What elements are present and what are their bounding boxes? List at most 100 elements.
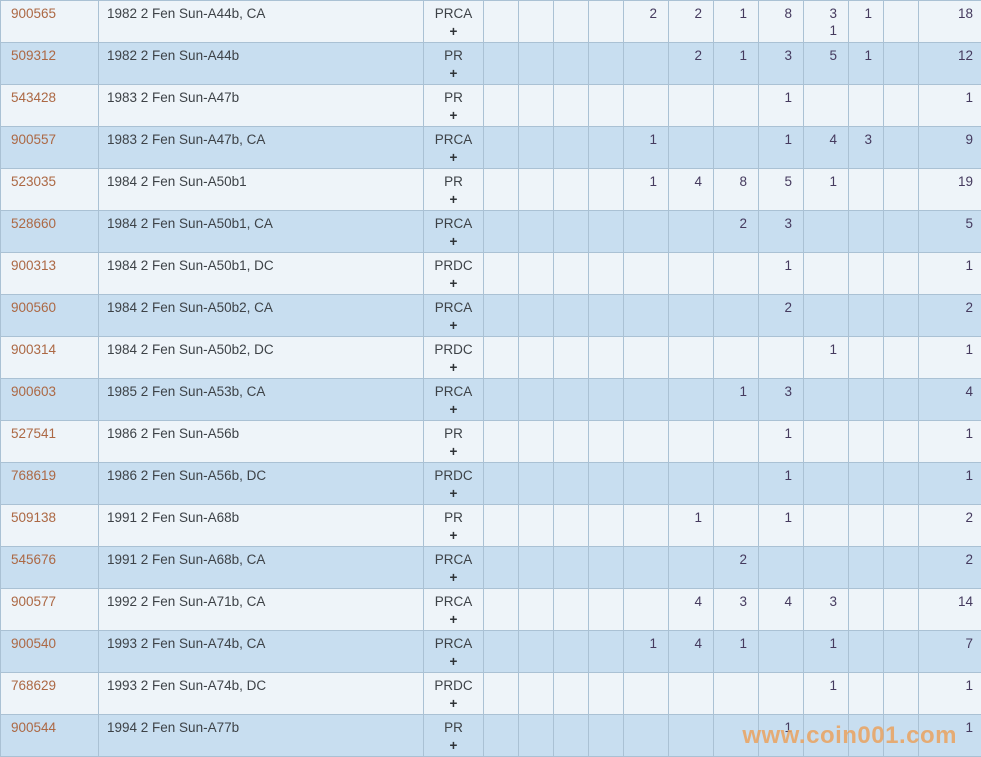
grade-count-cell[interactable]: 3	[803, 588, 849, 631]
grade-count-cell[interactable]: 2	[713, 210, 759, 253]
grade-count-cell[interactable]: 4	[803, 126, 849, 169]
designation-label: PRCA	[434, 132, 473, 147]
total-count-cell[interactable]: 1	[918, 672, 981, 715]
grade-count-cell[interactable]: 1	[803, 672, 849, 715]
grade-count-cell[interactable]: 4	[668, 588, 714, 631]
total-count-cell[interactable]: 1	[918, 252, 981, 295]
grade-count-cell[interactable]: 1	[758, 420, 804, 463]
grade-count-cell[interactable]: 1	[623, 630, 669, 673]
grade-count-cell	[553, 168, 589, 211]
cert-id-link[interactable]: 900577	[0, 588, 99, 631]
grade-count-cell	[518, 252, 554, 295]
designation-cell: PR +	[423, 420, 484, 463]
designation-cell: PR +	[423, 168, 484, 211]
grade-count-cell	[668, 420, 714, 463]
table-row: 900540 1993 2 Fen Sun-A74b, CA PRCA +1 4 1 1 7	[0, 630, 981, 673]
grade-count-cell[interactable]: 2	[713, 546, 759, 589]
grade-count-cell[interactable]: 5	[758, 168, 804, 211]
cert-id-link[interactable]: 527541	[0, 420, 99, 463]
grade-count-cell[interactable]: 1	[848, 0, 884, 43]
grade-count-cell[interactable]: 4	[668, 630, 714, 673]
grade-count-cell[interactable]: 4	[668, 168, 714, 211]
grade-count-cell	[803, 84, 849, 127]
grade-count-cell[interactable]: 8	[758, 0, 804, 43]
grade-count-cell[interactable]: 1	[803, 630, 849, 673]
grade-count-cell[interactable]: 1	[713, 0, 759, 43]
grade-count-cell[interactable]: 2	[668, 0, 714, 43]
grade-count-cell[interactable]: 1	[758, 252, 804, 295]
total-count-cell[interactable]: 18	[918, 0, 981, 43]
total-count-cell[interactable]: 9	[918, 126, 981, 169]
grade-count-cell[interactable]: 3	[758, 210, 804, 253]
cert-id-link[interactable]: 900560	[0, 294, 99, 337]
grade-count-cell[interactable]: 3	[758, 42, 804, 85]
total-count-cell[interactable]: 1	[918, 420, 981, 463]
total-count-cell[interactable]: 14	[918, 588, 981, 631]
grade-count-cell[interactable]: 1	[803, 336, 849, 379]
grade-count-cell	[483, 84, 519, 127]
grade-count-cell	[803, 252, 849, 295]
grade-count-cell[interactable]: 1	[758, 126, 804, 169]
cert-id-link[interactable]: 523035	[0, 168, 99, 211]
grade-count-cell[interactable]: 1	[668, 504, 714, 547]
cert-id-link[interactable]: 900544	[0, 714, 99, 757]
grade-count-cell[interactable]: 2	[758, 294, 804, 337]
grade-count-cell	[668, 126, 714, 169]
cert-id-link[interactable]: 528660	[0, 210, 99, 253]
total-count-cell[interactable]: 1	[918, 84, 981, 127]
cert-id-link[interactable]: 900314	[0, 336, 99, 379]
cert-id-link[interactable]: 900557	[0, 126, 99, 169]
total-count-cell[interactable]: 12	[918, 42, 981, 85]
total-count-cell[interactable]: 5	[918, 210, 981, 253]
total-count-cell[interactable]: 19	[918, 168, 981, 211]
plus-designation-label: +	[449, 612, 458, 627]
total-count-cell[interactable]: 2	[918, 294, 981, 337]
grade-count-cell[interactable]: 5	[803, 42, 849, 85]
grade-count-cell[interactable]: 1	[848, 42, 884, 85]
cert-id-link[interactable]: 900565	[0, 0, 99, 43]
grade-count-cell	[588, 210, 624, 253]
grade-count-cell[interactable]: 1	[623, 126, 669, 169]
grade-count-cell[interactable]: 1	[758, 714, 804, 757]
cert-id-link[interactable]: 545676	[0, 546, 99, 589]
grade-count-cell	[483, 126, 519, 169]
cert-id-link[interactable]: 900540	[0, 630, 99, 673]
cert-id-link[interactable]: 509138	[0, 504, 99, 547]
grade-count-cell	[848, 294, 884, 337]
grade-count-cell[interactable]: 1	[713, 42, 759, 85]
grade-count-cell[interactable]: 3	[713, 588, 759, 631]
grade-count-cell[interactable]: 2	[623, 0, 669, 43]
total-count-cell[interactable]: 1	[918, 336, 981, 379]
total-count-cell[interactable]: 2	[918, 546, 981, 589]
grade-count-cell[interactable]: 1	[713, 630, 759, 673]
table-row: 768619 1986 2 Fen Sun-A56b, DC PRDC +1 1	[0, 462, 981, 505]
cert-id-link[interactable]: 768619	[0, 462, 99, 505]
grade-count-cell[interactable]: 1	[713, 378, 759, 421]
grade-count-cell[interactable]: 8	[713, 168, 759, 211]
designation-label: PRCA	[434, 6, 473, 21]
grade-count-cell[interactable]: 3	[758, 378, 804, 421]
total-count-cell[interactable]: 7	[918, 630, 981, 673]
total-count-cell[interactable]: 1	[918, 714, 981, 757]
grade-count-cell[interactable]: 1	[758, 504, 804, 547]
table-row: 900557 1983 2 Fen Sun-A47b, CA PRCA +1 1 4 3 9	[0, 126, 981, 169]
cert-id-link[interactable]: 900603	[0, 378, 99, 421]
total-count-cell[interactable]: 1	[918, 462, 981, 505]
grade-count-cell[interactable]: 1	[758, 462, 804, 505]
cert-id-link[interactable]: 768629	[0, 672, 99, 715]
total-count-cell[interactable]: 4	[918, 378, 981, 421]
total-count-cell[interactable]: 2	[918, 504, 981, 547]
grade-count-cell[interactable]: 4	[758, 588, 804, 631]
cert-id-link[interactable]: 543428	[0, 84, 99, 127]
grade-count-cell[interactable]: 1	[758, 84, 804, 127]
grade-count-cell[interactable]: 1	[803, 168, 849, 211]
grade-count-cell[interactable]: 1	[623, 168, 669, 211]
cert-id-link[interactable]: 509312	[0, 42, 99, 85]
cert-id-link[interactable]: 900313	[0, 252, 99, 295]
table-row: 900314 1984 2 Fen Sun-A50b2, DC PRDC +1 1	[0, 336, 981, 379]
grade-count-cell[interactable]: 2	[668, 42, 714, 85]
grade-count-cell[interactable]: 3	[848, 126, 884, 169]
grade-count-cell	[553, 672, 589, 715]
grade-count-cell	[518, 672, 554, 715]
